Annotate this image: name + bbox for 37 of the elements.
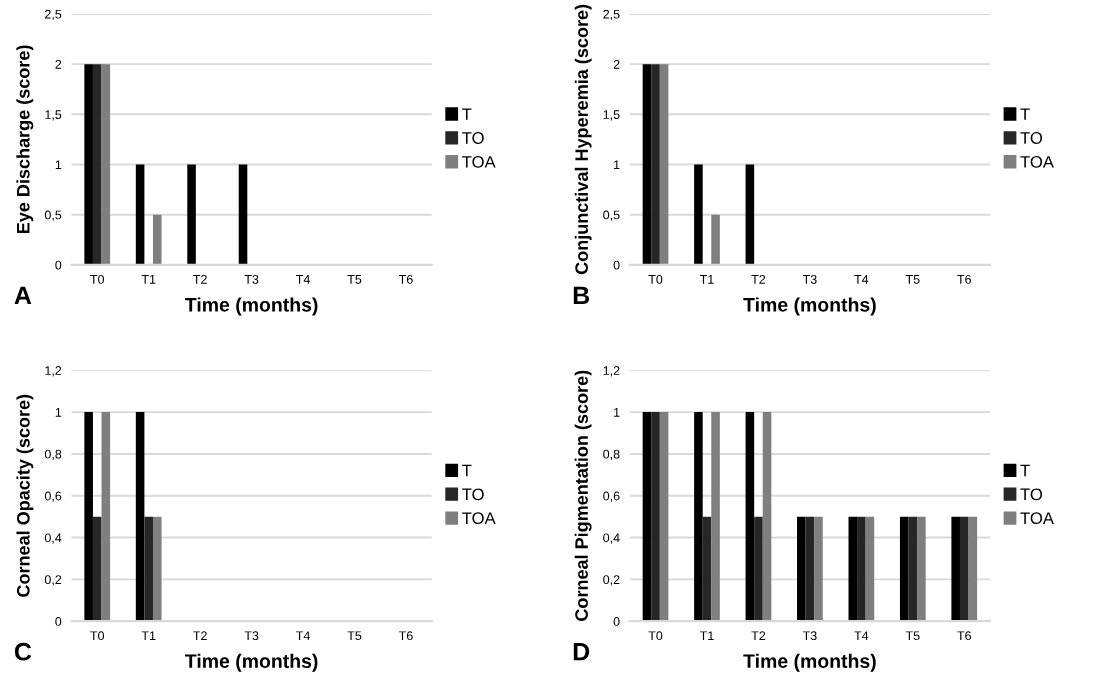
legend-label: TOA — [462, 155, 496, 168]
bar — [135, 164, 145, 265]
text: D — [573, 643, 590, 661]
legend-label: T — [1020, 108, 1030, 120]
bar — [101, 64, 111, 265]
bar — [187, 164, 196, 265]
legend-label: T — [462, 464, 472, 477]
x-axis-title: Time (months) — [185, 653, 318, 672]
bar — [694, 164, 703, 265]
legend-label: T — [462, 108, 472, 120]
bar — [84, 64, 93, 265]
y-axis-title: Corneal Opacity (score) — [16, 394, 34, 597]
x-axis-title: Time (months) — [743, 297, 876, 316]
bar — [745, 164, 755, 265]
legend-label: TOA — [1020, 512, 1054, 525]
x-axis-title: Time (months) — [743, 653, 876, 672]
x-axis-title: Time (months) — [185, 297, 318, 316]
bar — [711, 214, 720, 265]
y-axis-title: Conjunctival Hyperemia (score) — [574, 4, 592, 275]
legend-label: TO — [462, 488, 484, 501]
y-axis-title: Eye Discharge (score) — [16, 45, 34, 234]
y-axis-title: Corneal Pigmentation (score) — [574, 370, 592, 621]
legend-label: T — [1020, 464, 1030, 477]
legend-label: TOA — [462, 512, 496, 525]
legend-label: TO — [1020, 488, 1043, 501]
bar — [659, 64, 669, 265]
text: C — [14, 642, 32, 661]
bar — [651, 64, 660, 265]
text: B — [573, 286, 590, 304]
bar — [642, 64, 652, 265]
bar — [152, 214, 162, 265]
legend-label: TO — [1020, 132, 1043, 144]
bar — [238, 164, 248, 265]
legend-label: TOA — [1020, 155, 1054, 168]
bar — [92, 64, 102, 265]
text: A — [14, 286, 32, 304]
legend-label: TO — [462, 132, 484, 144]
